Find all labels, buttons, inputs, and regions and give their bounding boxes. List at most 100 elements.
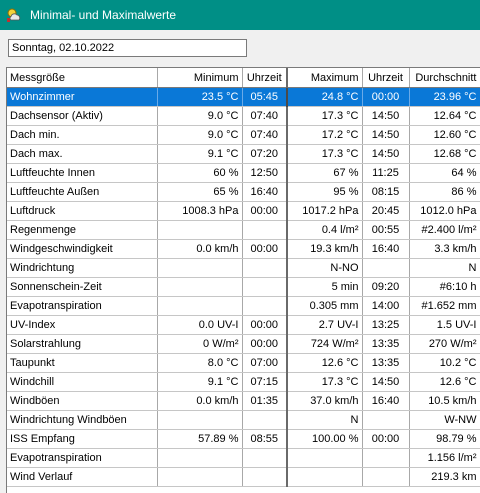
table-row[interactable]: Regenmenge 0.4 l/m² 00:55 #2.400 l/m² — [7, 220, 480, 240]
cell-average: W-NW — [409, 410, 480, 430]
table-row[interactable]: Solarstrahlung 0 W/m² 00:00 724 W/m² 13:35 27… — [7, 334, 480, 354]
cell-minimum: 1008.3 hPa — [157, 201, 243, 221]
cell-min-time — [242, 258, 288, 278]
table-row[interactable]: Luftdruck 1008.3 hPa 00:00 1017.2 hPa 20:45 1… — [7, 201, 480, 221]
table-row[interactable]: Dachsensor (Aktiv) 9.0 °C 07:40 17.3 °C 14:5… — [7, 106, 480, 126]
cell-max-time — [362, 448, 410, 468]
cell-min-time — [242, 410, 288, 430]
cell-maximum: 24.8 °C — [287, 87, 363, 107]
cell-min-time — [242, 467, 288, 487]
cell-max-time: 11:25 — [362, 163, 410, 183]
table-row[interactable]: Windchill 9.1 °C 07:15 17.3 °C 14:50 12.6 °C — [7, 372, 480, 392]
table-row[interactable]: Luftfeuchte Innen 60 % 12:50 67 % 11:25 64 % — [7, 163, 480, 183]
table-row[interactable]: Dach max. 9.1 °C 07:20 17.3 °C 14:50 12.68 °C — [7, 144, 480, 164]
cell-max-time: 08:15 — [362, 182, 410, 202]
cell-maximum: 2.7 UV-I — [287, 315, 363, 335]
date-field[interactable]: Sonntag, 02.10.2022 — [8, 39, 247, 57]
table-row[interactable]: Evapotranspiration 1.156 l/m² — [7, 448, 480, 468]
cell-max-time — [362, 410, 410, 430]
table-row[interactable]: Dach min. 9.0 °C 07:40 17.2 °C 14:50 12.60 °C — [7, 125, 480, 145]
cell-max-time: 16:40 — [362, 391, 410, 411]
cell-name: UV-Index — [7, 315, 158, 335]
cell-maximum: 100.00 % — [287, 429, 363, 449]
cell-min-time: 00:00 — [242, 201, 288, 221]
cell-maximum: 37.0 km/h — [287, 391, 363, 411]
table-row[interactable]: Wohnzimmer 23.5 °C 05:45 24.8 °C 00:00 23.96 … — [7, 87, 480, 107]
cell-minimum: 0 W/m² — [157, 334, 243, 354]
table-row[interactable]: UV-Index 0.0 UV-I 00:00 2.7 UV-I 13:25 1.5 UV… — [7, 315, 480, 335]
cell-maximum: 17.3 °C — [287, 106, 363, 126]
cell-max-time: 00:00 — [362, 87, 410, 107]
column-header-maximum[interactable]: Maximum — [287, 68, 363, 88]
cell-average: 270 W/m² — [409, 334, 480, 354]
cell-minimum: 0.0 km/h — [157, 239, 243, 259]
cell-name: Taupunkt — [7, 353, 158, 373]
cell-name: Dach min. — [7, 125, 158, 145]
table-row[interactable]: Windrichtung Windböen N W-NW — [7, 410, 480, 430]
min-max-table[interactable]: Messgröße Minimum Uhrzeit Maximum Uhrzei… — [6, 67, 480, 493]
cell-average: #6:10 h — [409, 277, 480, 297]
cell-average: #1.652 mm — [409, 296, 480, 316]
weather-app-icon[interactable] — [6, 7, 22, 23]
cell-min-time: 16:40 — [242, 182, 288, 202]
cell-minimum: 9.1 °C — [157, 372, 243, 392]
column-header-minimum[interactable]: Minimum — [157, 68, 243, 88]
cell-average: 1.156 l/m² — [409, 448, 480, 468]
cell-average: 10.2 °C — [409, 353, 480, 373]
cell-minimum — [157, 220, 243, 240]
cell-min-time: 12:50 — [242, 163, 288, 183]
cell-min-time: 07:15 — [242, 372, 288, 392]
table-row[interactable]: Windrichtung N-NO N — [7, 258, 480, 278]
cell-average: 98.79 % — [409, 429, 480, 449]
cell-name: Sonnenschein-Zeit — [7, 277, 158, 297]
table-row[interactable]: ISS Empfang 57.89 % 08:55 100.00 % 00:00 98.7… — [7, 429, 480, 449]
cell-maximum: N-NO — [287, 258, 363, 278]
cell-name: Dachsensor (Aktiv) — [7, 106, 158, 126]
cell-minimum: 9.0 °C — [157, 125, 243, 145]
column-header-min-time[interactable]: Uhrzeit — [242, 68, 288, 88]
cell-maximum: N — [287, 410, 363, 430]
cell-name: Dach max. — [7, 144, 158, 164]
cell-name: Windchill — [7, 372, 158, 392]
cell-name: Evapotranspiration — [7, 448, 158, 468]
column-header-average[interactable]: Durchschnitt — [409, 68, 480, 88]
cell-average: 12.60 °C — [409, 125, 480, 145]
table-row[interactable]: Taupunkt 8.0 °C 07:00 12.6 °C 13:35 10.2 °C — [7, 353, 480, 373]
cell-average: 64 % — [409, 163, 480, 183]
cell-minimum: 0.0 UV-I — [157, 315, 243, 335]
cell-minimum — [157, 277, 243, 297]
cell-maximum: 0.305 mm — [287, 296, 363, 316]
window-title: Minimal- und Maximalwerte — [30, 8, 177, 22]
cell-max-time: 14:50 — [362, 144, 410, 164]
cell-min-time: 00:00 — [242, 315, 288, 335]
cell-maximum: 5 min — [287, 277, 363, 297]
cell-minimum — [157, 296, 243, 316]
cell-min-time: 01:35 — [242, 391, 288, 411]
cell-minimum: 9.1 °C — [157, 144, 243, 164]
cell-maximum: 17.2 °C — [287, 125, 363, 145]
cell-minimum — [157, 410, 243, 430]
table-row[interactable]: Windgeschwindigkeit 0.0 km/h 00:00 19.3 km/… — [7, 239, 480, 259]
table-row[interactable]: Windböen 0.0 km/h 01:35 37.0 km/h 16:40 10.5 … — [7, 391, 480, 411]
table-row[interactable]: Luftfeuchte Außen 65 % 16:40 95 % 08:15 86 % — [7, 182, 480, 202]
cell-minimum — [157, 258, 243, 278]
table-row[interactable]: Evapotranspiration 0.305 mm 14:00 #1.652 mm — [7, 296, 480, 316]
column-header-name[interactable]: Messgröße — [7, 68, 158, 88]
cell-maximum: 19.3 km/h — [287, 239, 363, 259]
cell-average: N — [409, 258, 480, 278]
cell-minimum: 57.89 % — [157, 429, 243, 449]
cell-max-time: 14:50 — [362, 106, 410, 126]
column-header-max-time[interactable]: Uhrzeit — [362, 68, 410, 88]
cell-minimum: 0.0 km/h — [157, 391, 243, 411]
table-row[interactable]: Wind Verlauf 219.3 km — [7, 467, 480, 487]
cell-min-time: 07:20 — [242, 144, 288, 164]
cell-average: 10.5 km/h — [409, 391, 480, 411]
cell-average: 86 % — [409, 182, 480, 202]
cell-max-time — [362, 258, 410, 278]
cell-min-time: 07:00 — [242, 353, 288, 373]
cell-max-time: 09:20 — [362, 277, 410, 297]
cell-min-time — [242, 448, 288, 468]
table-row[interactable]: Sonnenschein-Zeit 5 min 09:20 #6:10 h — [7, 277, 480, 297]
cell-name: Windgeschwindigkeit — [7, 239, 158, 259]
cell-name: Evapotranspiration — [7, 296, 158, 316]
